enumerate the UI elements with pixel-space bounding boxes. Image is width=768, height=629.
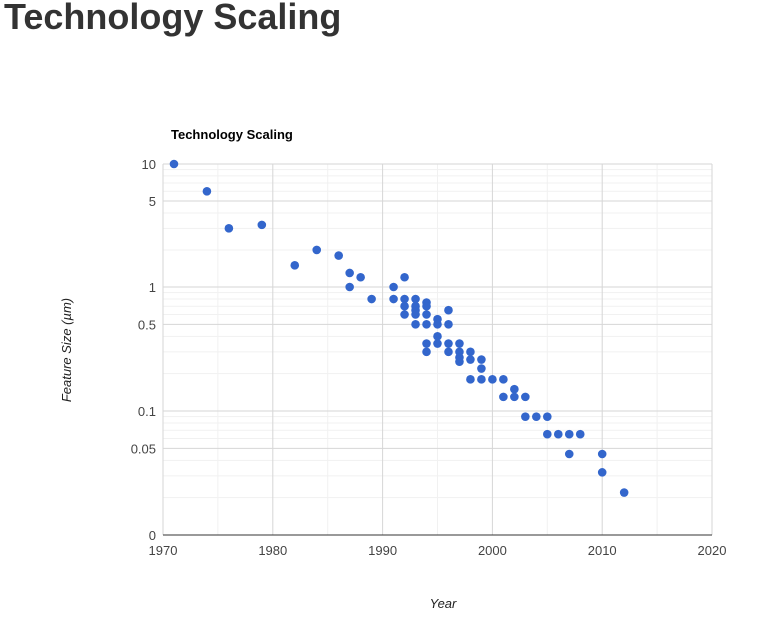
data-point <box>433 320 442 329</box>
data-point <box>444 339 453 348</box>
data-point <box>455 339 464 348</box>
data-point <box>521 412 530 421</box>
x-tick-label: 1990 <box>368 543 397 558</box>
data-point <box>444 320 453 329</box>
y-tick-label: 0 <box>149 528 156 543</box>
chart-title: Technology Scaling <box>171 127 293 142</box>
data-point <box>411 294 420 304</box>
minor-gridlines <box>163 164 712 535</box>
data-point <box>422 320 431 329</box>
data-point <box>169 159 179 169</box>
data-point <box>433 332 442 341</box>
data-point <box>334 251 343 260</box>
data-point <box>290 261 300 270</box>
data-point <box>597 449 607 459</box>
x-tick-label: 2010 <box>588 543 617 558</box>
x-tick-label: 1980 <box>258 543 287 558</box>
y-tick-label: 10 <box>142 157 156 172</box>
data-point <box>367 294 376 304</box>
data-point <box>477 375 486 384</box>
data-point <box>411 320 420 329</box>
data-point <box>619 488 629 497</box>
data-point <box>564 429 574 439</box>
y-axis-title: Feature Size (µm) <box>59 298 74 402</box>
data-point <box>499 375 508 384</box>
data-point <box>510 392 519 402</box>
data-point <box>532 412 541 421</box>
data-point <box>553 429 563 439</box>
data-point <box>356 272 365 282</box>
data-point <box>400 310 409 319</box>
data-point <box>521 392 530 402</box>
data-point <box>488 375 497 384</box>
data-point <box>411 310 420 319</box>
y-tick-label: 0.1 <box>138 404 156 419</box>
data-point <box>257 220 267 230</box>
y-tick-labels: 10 5 1 0.5 0.1 0.05 0 <box>131 157 156 543</box>
data-point <box>477 364 486 373</box>
data-point <box>543 429 552 439</box>
x-tick-label: 2000 <box>478 543 507 558</box>
data-point <box>543 412 552 421</box>
data-point <box>444 305 453 315</box>
data-point <box>422 339 431 348</box>
data-point <box>455 357 464 366</box>
x-axis-title: Year <box>430 596 457 611</box>
data-point <box>477 355 486 364</box>
data-point <box>345 282 354 292</box>
data-point <box>202 186 212 196</box>
data-point <box>466 355 475 364</box>
y-tick-label: 5 <box>149 194 156 209</box>
data-point <box>389 294 398 304</box>
x-tick-label: 2020 <box>698 543 727 558</box>
data-point <box>499 392 508 402</box>
data-point <box>444 347 453 357</box>
page-title: Technology Scaling <box>4 0 342 37</box>
data-point <box>597 468 607 477</box>
data-point <box>389 282 398 292</box>
y-tick-label: 0.05 <box>131 441 156 456</box>
data-point <box>312 245 322 255</box>
data-point <box>422 347 431 357</box>
data-point <box>400 294 409 304</box>
data-point <box>400 272 409 282</box>
data-point <box>422 301 431 311</box>
data-point <box>510 384 519 394</box>
data-point <box>466 347 475 357</box>
data-point <box>345 268 354 278</box>
data-point <box>400 301 409 311</box>
data-point <box>433 339 442 348</box>
data-points <box>169 159 629 497</box>
x-tick-labels: 1970 1980 1990 2000 2010 2020 <box>149 543 727 558</box>
data-point <box>466 375 475 384</box>
x-tick-label: 1970 <box>149 543 178 558</box>
y-tick-label: 1 <box>149 280 156 295</box>
data-point <box>422 310 431 319</box>
data-point <box>224 224 234 233</box>
y-tick-label: 0.5 <box>138 317 156 332</box>
data-point <box>575 429 585 439</box>
data-point <box>564 449 574 459</box>
